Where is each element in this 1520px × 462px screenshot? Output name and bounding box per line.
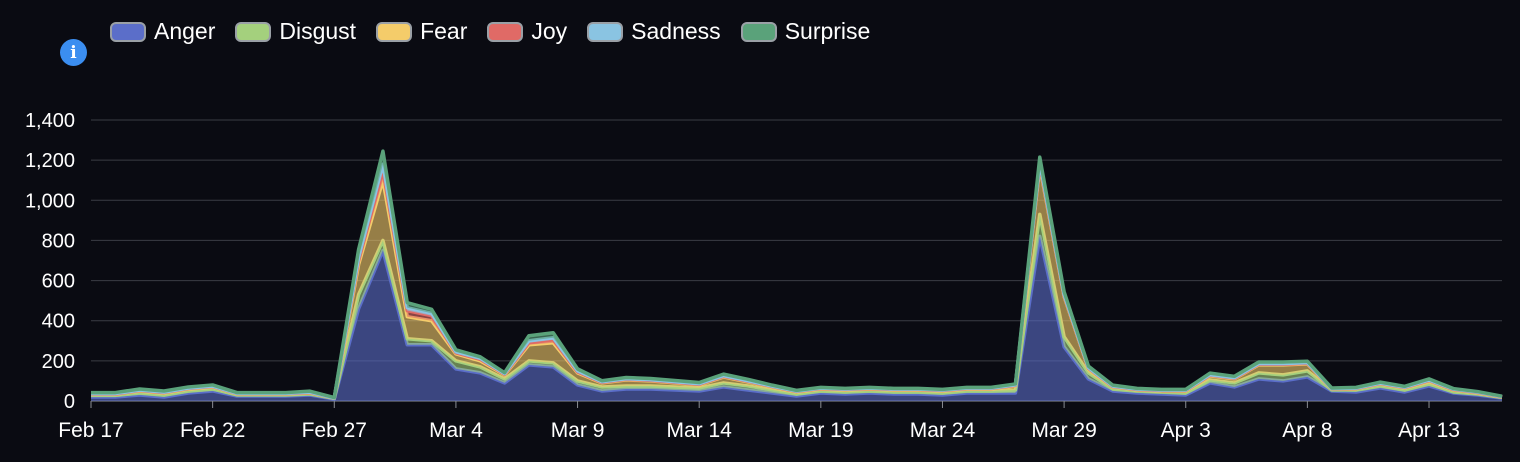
legend-swatch xyxy=(376,21,413,42)
legend-item-joy[interactable]: Joy xyxy=(487,18,567,45)
line-surprise xyxy=(91,149,1503,400)
x-tick-label: Mar 9 xyxy=(551,419,605,442)
x-tick-label: Apr 13 xyxy=(1398,419,1460,442)
area-fear xyxy=(91,166,1502,399)
legend-label: Anger xyxy=(154,18,216,44)
y-tick-label: 800 xyxy=(42,230,75,252)
info-icon[interactable]: i xyxy=(60,39,87,66)
legend-label: Surprise xyxy=(784,18,871,44)
x-tick-label: Mar 29 xyxy=(1031,419,1096,442)
x-tick-label: Apr 8 xyxy=(1282,419,1332,442)
y-tick-label: 400 xyxy=(42,311,75,333)
legend-swatch xyxy=(235,21,272,42)
x-tick-label: Apr 3 xyxy=(1161,419,1211,442)
y-tick-label: 1,400 xyxy=(25,110,75,132)
x-tick-label: Feb 17 xyxy=(58,419,123,442)
legend-item-disgust[interactable]: Disgust xyxy=(235,18,356,45)
legend-item-surprise[interactable]: Surprise xyxy=(740,18,871,45)
legend-swatch xyxy=(110,21,146,42)
x-tick-label: Mar 14 xyxy=(667,419,733,442)
legend-swatch xyxy=(587,21,624,42)
x-tick-label: Mar 24 xyxy=(910,419,976,442)
x-tick-label: Mar 4 xyxy=(429,419,483,442)
legend-swatch xyxy=(740,21,777,42)
legend-label: Joy xyxy=(531,18,568,44)
x-tick-label: Feb 27 xyxy=(302,419,367,442)
y-tick-label: 1,200 xyxy=(25,150,75,172)
legend-swatch xyxy=(487,21,524,42)
x-tick-label: Feb 22 xyxy=(180,419,245,442)
legend-item-sadness[interactable]: Sadness xyxy=(587,18,721,45)
y-tick-label: 600 xyxy=(42,271,75,293)
x-tick-label: Mar 19 xyxy=(788,419,853,442)
chart-legend: Anger Disgust Fear Joy Sadness Surprise xyxy=(110,18,890,45)
y-tick-label: 200 xyxy=(42,351,75,373)
y-tick-label: 0 xyxy=(64,391,75,413)
legend-item-anger[interactable]: Anger xyxy=(110,18,215,45)
area-anger xyxy=(91,236,1502,401)
legend-label: Disgust xyxy=(279,18,357,44)
legend-item-fear[interactable]: Fear xyxy=(376,18,467,45)
y-tick-label: 1,000 xyxy=(25,190,75,212)
legend-label: Fear xyxy=(420,18,468,44)
legend-label: Sadness xyxy=(631,18,721,44)
